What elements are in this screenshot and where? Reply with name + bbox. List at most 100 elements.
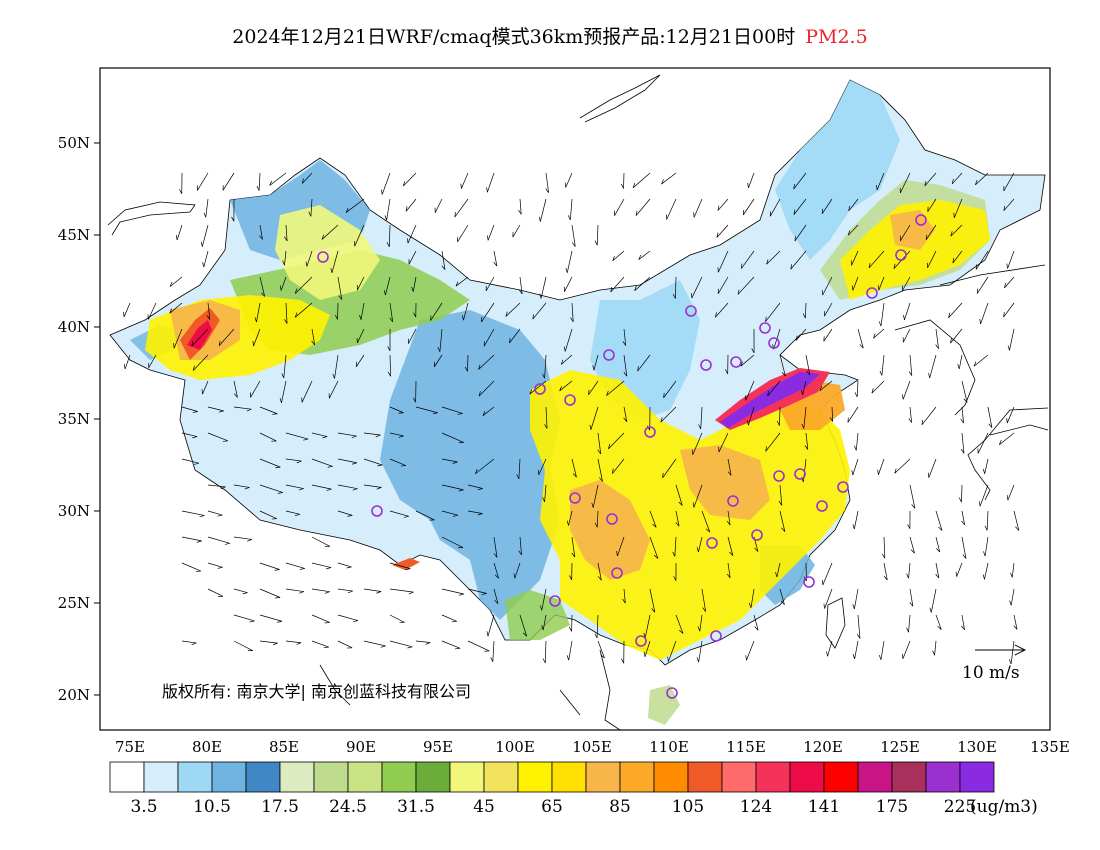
wind-arrow (389, 302, 394, 322)
wind-arrow (233, 640, 254, 651)
wind-arrow (181, 562, 202, 572)
city-marker (611, 567, 623, 579)
wind-arrow (345, 198, 365, 213)
colorbar-swatch (483, 761, 519, 793)
wind-arrow (935, 614, 942, 630)
wind-arrow-head (352, 620, 359, 623)
wind-arrow (357, 328, 365, 344)
wind-arrow-head (545, 188, 549, 193)
wind-arrow (545, 406, 548, 429)
wind-arrow (750, 588, 755, 608)
wind-arrow (984, 562, 989, 580)
wind-arrow-head (725, 369, 729, 374)
wind-arrow-head (948, 312, 951, 318)
lat-label: 50N (58, 134, 90, 152)
wind-arrow-head (883, 575, 888, 581)
coastline (894, 264, 1046, 416)
wind-arrow (948, 302, 963, 318)
wind-arrow (519, 198, 522, 215)
wind-arrow-head (538, 216, 541, 222)
colorbar-swatch (449, 761, 485, 793)
wind-arrow (571, 536, 576, 558)
wind-arrow-head (191, 642, 197, 646)
wind-arrow (544, 640, 547, 663)
wind-arrow (285, 588, 304, 592)
wind-arrow-head (678, 630, 684, 634)
wind-arrow (824, 588, 833, 609)
wind-arrow (388, 224, 391, 247)
wind-arrow-head (696, 547, 699, 553)
wind-arrow-head (383, 290, 386, 296)
wind-arrow (596, 614, 599, 639)
wind-arrow-head (962, 554, 967, 559)
wind-arrow (197, 172, 209, 191)
wind-arrow (518, 458, 521, 479)
wind-arrow (1004, 276, 1015, 289)
wind-arrow (950, 328, 963, 344)
wind-arrow-head (321, 234, 324, 240)
wind-arrow (727, 562, 731, 578)
wind-arrow-head (539, 293, 542, 299)
city-marker (816, 500, 828, 512)
wind-arrow (698, 536, 703, 553)
wind-arrow-head (852, 654, 855, 660)
wind-arrow-head (984, 525, 988, 531)
wind-arrow-head (276, 620, 283, 623)
wind-arrow (285, 302, 288, 324)
wind-arrow (259, 562, 280, 570)
wind-arrow (666, 198, 677, 220)
colorbar-swatch (415, 761, 451, 793)
wind-arrow (148, 354, 157, 369)
wind-arrow (855, 432, 859, 451)
wind-arrow-head (1013, 625, 1018, 630)
wind-arrow (467, 640, 490, 652)
wind-arrow (467, 588, 487, 594)
wind-arrow (181, 510, 205, 516)
wind-arrow-head (871, 388, 874, 394)
wind-arrow-head (305, 261, 308, 267)
wind-arrow (1007, 484, 1015, 501)
wind-arrow-head (876, 185, 878, 191)
wind-arrow (181, 406, 198, 412)
colorbar-swatch (585, 761, 621, 793)
wind-arrow (638, 250, 651, 260)
wind-arrow-head (407, 646, 413, 649)
lon-axis: 75E 80E 85E 90E 95E 100E 105E 110E 115E … (115, 738, 1070, 756)
wind-arrow (857, 328, 864, 349)
wind-arrow (337, 432, 357, 437)
wind-arrow (571, 458, 577, 478)
wind-arrow (623, 406, 628, 422)
wind-arrow (389, 406, 404, 414)
wind-arrow-head (381, 189, 383, 195)
orange-zone (890, 210, 935, 250)
wind-arrow (493, 536, 498, 558)
wind-arrow (331, 250, 339, 273)
wind-arrow-head (387, 371, 391, 377)
wind-arrow-head (950, 231, 953, 237)
wind-arrow (259, 224, 263, 240)
wind-arrow (635, 198, 651, 216)
orange-zone (392, 558, 420, 570)
wind-arrow (857, 614, 861, 639)
wind-arrow-head (478, 391, 481, 397)
wind-arrow (233, 588, 248, 594)
wind-arrow (461, 172, 469, 189)
wind-arrow-head (272, 413, 278, 415)
wind-arrow-head (398, 435, 404, 438)
wind-arrow-head (902, 394, 904, 400)
wind-arrow-head (790, 264, 793, 270)
wind-arrow-head (651, 608, 656, 613)
wind-arrow (311, 328, 316, 345)
wind-arrow (363, 484, 382, 488)
wind-arrow-head (457, 413, 463, 415)
wind-arrow (617, 536, 625, 557)
wind-arrow-head (848, 230, 850, 236)
wind-arrow-head (661, 179, 664, 185)
wind-arrow (519, 536, 522, 556)
wind-arrow (701, 510, 711, 533)
wind-arrow (207, 562, 223, 568)
wind-arrow (295, 302, 313, 318)
wind-arrow (514, 562, 521, 579)
wind-arrow (950, 224, 963, 237)
wind-arrow (904, 302, 911, 321)
